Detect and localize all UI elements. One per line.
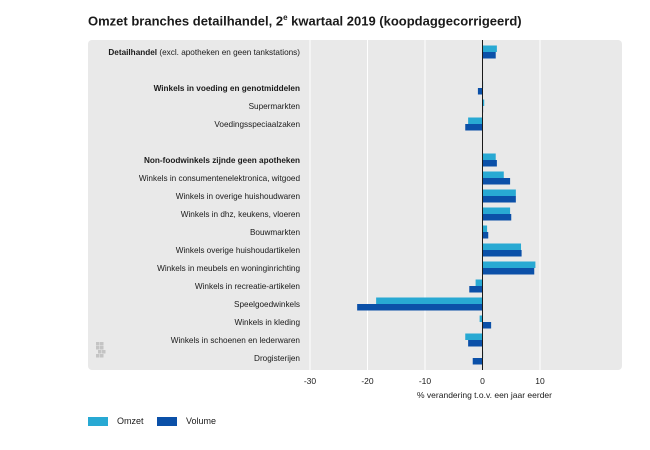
bar-omzet	[482, 261, 536, 268]
x-tick-label: -30	[304, 376, 317, 386]
bar-omzet	[482, 243, 522, 250]
bar-volume	[357, 304, 483, 311]
category-label: Supermarkten	[249, 102, 301, 111]
category-label: Winkels in dhz, keukens, vloeren	[181, 210, 301, 219]
bar-volume	[465, 124, 483, 131]
logo-block	[100, 346, 104, 350]
x-tick-label: -20	[361, 376, 374, 386]
chart-title: Omzet branches detailhandel, 2e kwartaal…	[88, 13, 522, 29]
category-label: Speelgoedwinkels	[234, 300, 300, 309]
category-label: Bouwmarkten	[250, 228, 301, 237]
logo-block	[100, 354, 104, 358]
bar-volume	[482, 214, 512, 221]
bar-volume	[472, 358, 483, 365]
logo-block	[96, 346, 100, 350]
x-tick-label: 10	[535, 376, 545, 386]
category-label: Winkels in consumentenelektronica, witgo…	[139, 174, 301, 183]
legend-label-volume: Volume	[186, 416, 217, 426]
logo-block	[96, 354, 100, 358]
bar-omzet	[482, 45, 497, 52]
category-label: Winkels in kleding	[234, 318, 300, 327]
bar-volume	[468, 340, 483, 347]
plot-panel	[88, 40, 622, 370]
category-label: Winkels in meubels en woninginrichting	[157, 264, 300, 273]
bar-volume	[482, 268, 535, 275]
category-label: Winkels in recreatie-artikelen	[195, 282, 301, 291]
bar-volume	[482, 178, 511, 185]
bar-volume	[482, 52, 496, 59]
legend-swatch-omzet	[88, 416, 108, 426]
bar-volume	[482, 232, 489, 239]
x-axis-label: % verandering t.o.v. een jaar eerder	[417, 390, 552, 400]
bar-omzet	[482, 225, 488, 232]
category-label: Detailhandel (excl. apotheken en geen ta…	[108, 48, 300, 57]
category-label: Winkels in schoenen en lederwaren	[171, 336, 301, 345]
bar-omzet	[482, 171, 504, 178]
legend-item-omzet: Omzet	[88, 416, 144, 426]
legend-item-volume: Volume	[157, 416, 216, 426]
bar-volume	[482, 160, 497, 167]
bar-volume	[469, 286, 483, 293]
bar-volume	[482, 250, 522, 257]
category-label: Winkels overige huishoudartikelen	[176, 246, 301, 255]
logo-block	[100, 342, 104, 346]
bar-omzet	[475, 279, 483, 286]
logo-block	[96, 342, 100, 346]
logo-block	[102, 350, 106, 354]
bar-volume	[482, 196, 516, 203]
bar-omzet	[482, 207, 511, 214]
bar-omzet	[482, 189, 516, 196]
bar-volume	[482, 322, 492, 329]
category-label: Drogisterijen	[254, 354, 300, 363]
category-label: Winkels in overige huishoudwaren	[176, 192, 301, 201]
legend-swatch-volume	[157, 416, 177, 426]
cbs-logo-icon	[96, 342, 106, 358]
bar-omzet	[465, 333, 483, 340]
bar-volume	[477, 88, 483, 95]
category-label: Voedingsspeciaalzaken	[214, 120, 300, 129]
bar-omzet	[468, 117, 483, 124]
category-label: Winkels in voeding en genotmiddelen	[154, 84, 300, 93]
legend-label-omzet: Omzet	[117, 416, 144, 426]
logo-block	[98, 350, 102, 354]
bar-omzet	[482, 99, 485, 106]
x-tick-label: 0	[480, 376, 485, 386]
bar-omzet	[482, 153, 496, 160]
bar-omzet	[376, 297, 483, 304]
x-tick-label: -10	[419, 376, 432, 386]
category-label: Non-foodwinkels zijnde geen apotheken	[144, 156, 300, 165]
bar-omzet	[479, 315, 483, 322]
